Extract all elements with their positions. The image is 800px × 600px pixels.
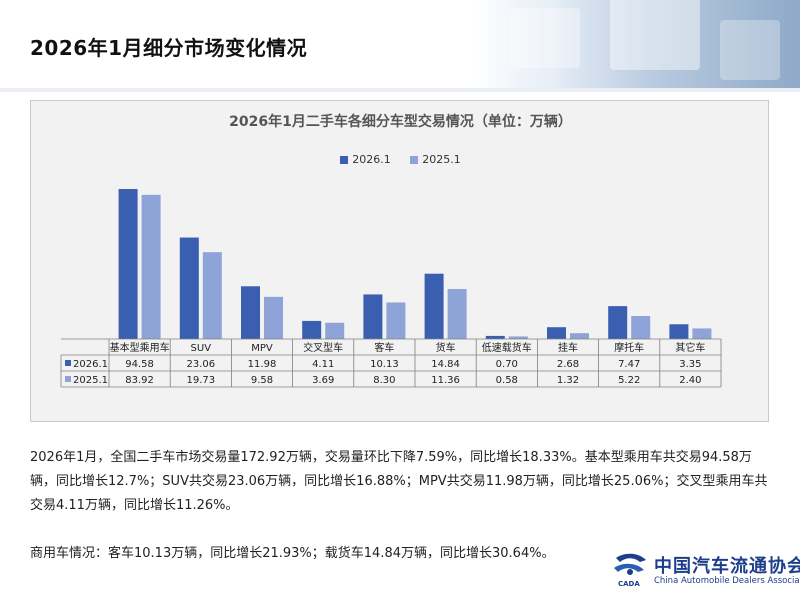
cada-logo-mark: CADA [610,550,650,594]
bar-2025 [325,322,345,339]
logo-chinese-name: 中国汽车流通协会 [654,556,800,577]
category-label: 货车 [436,341,456,354]
data-label: 83.92 [125,375,154,386]
data-label: 0.58 [496,375,518,386]
data-label: 14.84 [431,359,460,370]
data-label: 2.68 [557,359,579,370]
legend-item: 2025.1 [410,153,461,166]
category-label: MPV [251,343,273,354]
category-label: 摩托车 [614,341,644,354]
bar-2026 [118,189,138,339]
bar-2025 [692,328,712,339]
data-label: 0.70 [496,359,518,370]
cube-decoration [610,0,700,70]
data-label: 5.22 [618,375,640,386]
chart-legend: 2026.1 2025.1 [31,153,770,167]
series-row-label: 2025.1 [73,375,108,386]
bar-2026 [363,294,383,339]
cube-decoration [720,20,780,80]
legend-label: 2025.1 [422,153,461,166]
bar-2025 [386,302,406,339]
header-divider [0,88,800,92]
category-label: 其它车 [675,341,705,354]
legend-swatch [410,155,419,164]
data-label: 10.13 [370,359,399,370]
data-label: 11.98 [248,359,277,370]
data-label: 4.11 [312,359,334,370]
bar-2025 [202,252,222,339]
bar-2026 [241,286,260,339]
data-label: 3.35 [679,359,701,370]
logo-english-name: China Automobile Dealers Association [654,576,800,586]
category-label: 客车 [374,341,394,354]
category-label: SUV [191,343,212,354]
bar-2026 [547,327,566,339]
header-photo [470,0,800,88]
page-title: 2026年1月细分市场变化情况 [30,36,308,60]
bar-2026 [302,320,322,339]
legend-swatch [340,155,349,164]
bar-2025 [141,194,161,339]
category-label: 基本型乘用车 [110,341,170,354]
table-legend-swatch [65,376,71,382]
data-label: 94.58 [125,359,154,370]
data-label: 1.32 [557,375,579,386]
bar-2026 [608,306,628,339]
logo-mark-text: CADA [618,580,640,588]
data-label: 3.69 [312,375,334,386]
legend-item: 2026.1 [340,153,391,166]
category-label: 挂车 [558,341,578,354]
bar-chart: 基本型乘用车 SUV MPV 交叉型车 客车 货车 低速载货车 挂车 摩托车 其它车 2026.1 9… [60,189,722,388]
cube-decoration [510,8,580,68]
chart-panel: 2026年1月二手车各细分车型交易情况（单位：万辆） 2026.1 2025.1… [30,100,769,422]
cada-logo: CADA 中国汽车流通协会 China Automobile Dealers A… [610,550,800,594]
summary-paragraph: 2026年1月，全国二手车市场交易量172.92万辆，交易量环比下降7.59%，… [30,450,768,513]
bar-2026 [669,324,689,339]
commercial-paragraph: 商用车情况：客车10.13万辆，同比增长21.93%；载货车14.84万辆，同比… [30,546,555,561]
data-label: 9.58 [251,375,273,386]
data-label: 2.40 [679,375,701,386]
data-label: 23.06 [186,359,215,370]
header-banner: 2026年1月细分市场变化情况 [0,0,800,88]
category-label: 低速载货车 [482,341,532,354]
bar-2025 [447,289,467,339]
data-label: 11.36 [431,375,460,386]
data-label: 8.30 [373,375,395,386]
table-legend-swatch [65,360,71,366]
bar-2026 [179,237,199,339]
bar-2025 [264,296,283,339]
bar-2025 [570,333,589,339]
bar-2025 [631,316,651,339]
bar-2026 [424,273,444,339]
series-row-label: 2026.1 [73,359,108,370]
data-label: 19.73 [186,375,215,386]
bar-2026 [485,335,505,339]
chart-title: 2026年1月二手车各细分车型交易情况（单位：万辆） [229,114,572,130]
bar-2025 [508,336,528,339]
data-label: 7.47 [618,359,640,370]
category-label: 交叉型车 [303,341,343,354]
legend-label: 2026.1 [352,153,391,166]
